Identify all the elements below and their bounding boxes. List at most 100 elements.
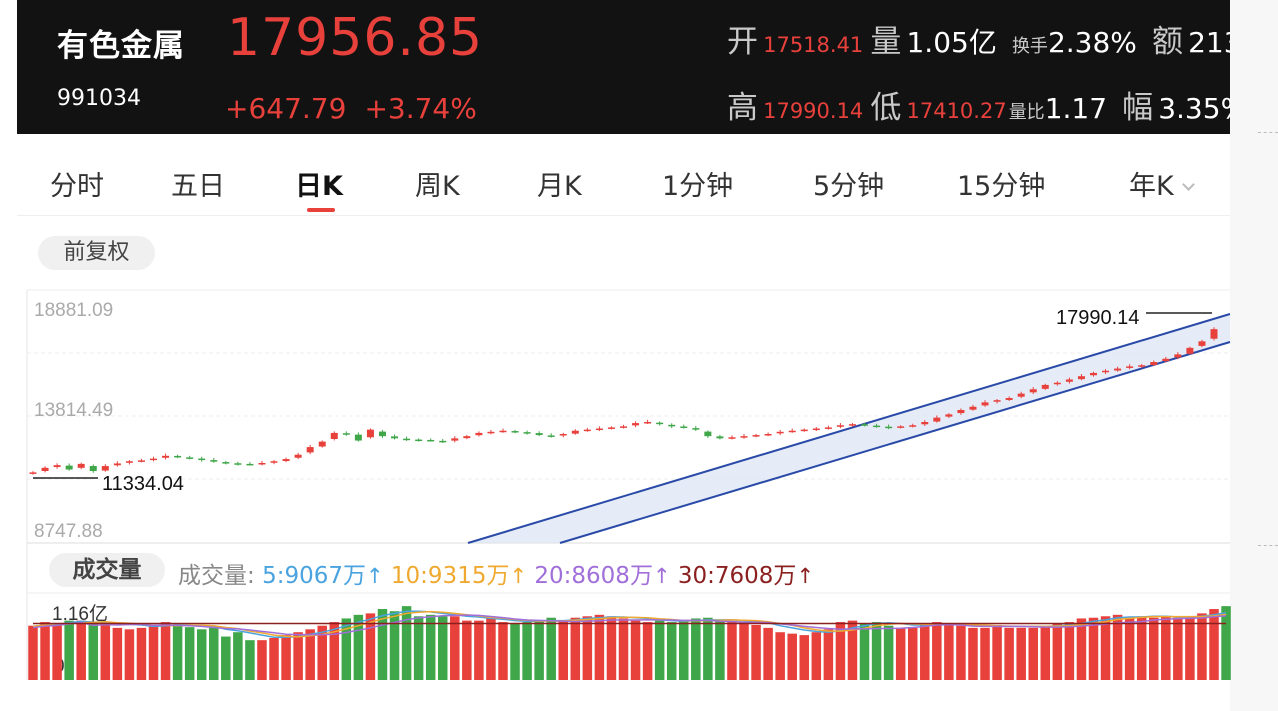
candle-body	[933, 417, 941, 422]
tab-5min[interactable]: 5分钟	[813, 171, 885, 202]
candle-body	[65, 465, 73, 470]
volume-bar	[184, 627, 195, 680]
candle-body	[583, 429, 591, 432]
candle-body	[788, 430, 796, 433]
volume-bar	[1064, 622, 1075, 680]
volume-bar	[365, 613, 376, 680]
candle-body	[282, 459, 290, 462]
volume-bar	[1100, 616, 1111, 680]
candle-body	[812, 428, 820, 431]
candle-body	[174, 455, 182, 458]
price-change: +647.79 +3.74%	[225, 92, 495, 125]
candle-body	[1017, 393, 1025, 397]
volume-bar	[1136, 616, 1147, 680]
candle-body	[692, 428, 700, 430]
volume-bar	[1148, 617, 1159, 680]
tab-intraday[interactable]: 分时	[50, 171, 104, 202]
candle-body	[740, 436, 748, 438]
tab-15min[interactable]: 15分钟	[957, 171, 1046, 202]
volume-bar	[823, 629, 834, 680]
candle-body	[306, 447, 314, 453]
candle-body	[354, 434, 362, 441]
candle-body	[620, 426, 627, 428]
current-price: 17956.85	[227, 8, 484, 68]
trend-channel	[467, 313, 1231, 544]
volume-bar	[172, 624, 183, 680]
tab-daily-k[interactable]: 日K	[295, 171, 343, 202]
volume-bar	[245, 640, 255, 680]
open-label: 开	[727, 24, 758, 60]
candle-body	[234, 463, 242, 465]
candle-body	[366, 429, 374, 438]
ma30-value: 30:7608万↑	[677, 563, 815, 589]
candle-body	[1053, 382, 1061, 385]
volume-bar	[437, 616, 448, 680]
candle-body	[1041, 384, 1049, 389]
low-label: 低	[870, 90, 902, 126]
volume-tab[interactable]: 成交量	[49, 553, 165, 587]
volume-bar	[1052, 623, 1063, 680]
volume-bar	[64, 620, 74, 680]
volume-bar	[666, 622, 677, 680]
volume-bar	[1112, 614, 1123, 680]
adjust-button[interactable]: 前复权	[38, 236, 155, 270]
candle-body	[969, 406, 977, 410]
candle-body	[764, 433, 772, 436]
candle-body	[1029, 389, 1037, 393]
ma20-value: 20:8608万↑	[534, 563, 671, 589]
volume-bar	[558, 620, 568, 680]
volume-value: 1.05亿	[906, 26, 997, 59]
high-value: 17990.14	[763, 99, 864, 123]
candle-body	[258, 462, 266, 465]
index-code: 991034	[57, 86, 141, 111]
volume-bar	[28, 625, 38, 680]
tab-monthly-k[interactable]: 月K	[537, 171, 582, 202]
tab-1min[interactable]: 1分钟	[662, 171, 734, 202]
candle-body	[246, 463, 254, 466]
tab-weekly-k[interactable]: 周K	[415, 171, 460, 202]
candle-body	[535, 433, 543, 436]
volume-bar	[1004, 627, 1014, 680]
volume-bar	[413, 616, 424, 680]
candle-body	[836, 425, 844, 427]
stats-row-1: 开 17518.41 量 1.05亿 换手2.38% 额 2133	[727, 16, 1230, 61]
amplitude-value: 3.35%	[1158, 92, 1230, 125]
index-name: 有色金属	[57, 28, 185, 64]
y-tick-label: 13814.49	[34, 400, 113, 421]
ma5-value: 5:9067万↑	[262, 563, 384, 589]
candle-body	[716, 436, 724, 439]
candle-body	[487, 431, 495, 434]
change-percent: +3.74%	[364, 92, 477, 125]
channel-lower-line	[559, 341, 1231, 544]
candle-body	[559, 433, 567, 436]
volume-bar	[895, 627, 906, 680]
volume-bar	[40, 622, 50, 680]
candle-body	[848, 424, 856, 426]
volume-bar	[510, 623, 520, 680]
volume-bar	[992, 624, 1002, 680]
y-tick-label: 8747.88	[34, 521, 103, 542]
volume-bar	[389, 611, 400, 680]
candle-body	[523, 432, 531, 434]
volume-bar	[1161, 616, 1171, 680]
candle-body	[330, 432, 338, 440]
candle-body	[607, 427, 615, 429]
candle-body	[1005, 398, 1013, 400]
candle-body	[463, 436, 471, 439]
volume-bar	[136, 627, 147, 680]
candle-body	[1138, 365, 1146, 367]
candle-body	[704, 431, 712, 437]
candle-body	[318, 441, 326, 447]
open-value: 17518.41	[763, 33, 864, 57]
volume-bar	[498, 622, 508, 680]
tab-five-day[interactable]: 五日	[171, 171, 225, 202]
volume-bar	[353, 614, 364, 680]
candle-body	[981, 402, 989, 406]
tab-yearly-k[interactable]: 年K	[1129, 164, 1195, 203]
amount-value: 2133	[1188, 26, 1230, 59]
volume-bar	[522, 622, 532, 680]
candle-body	[294, 454, 302, 458]
volume-bar	[425, 614, 436, 680]
candle-body	[656, 422, 664, 425]
